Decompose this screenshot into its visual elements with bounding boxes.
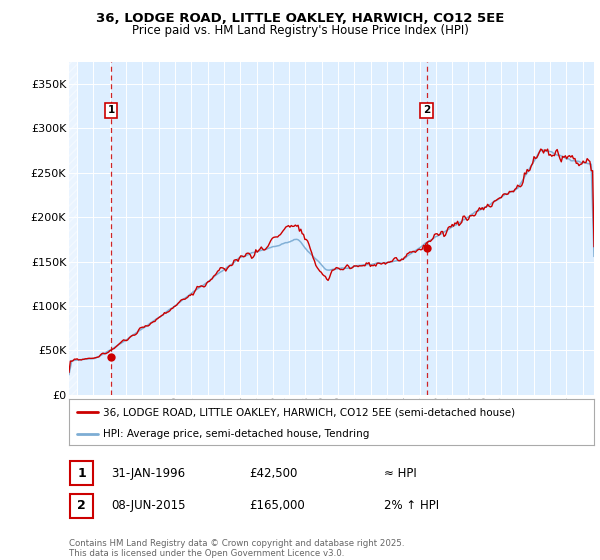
Text: 2: 2 <box>423 105 430 115</box>
Text: HPI: Average price, semi-detached house, Tendring: HPI: Average price, semi-detached house,… <box>103 429 370 438</box>
Text: 1: 1 <box>77 466 86 480</box>
Text: ≈ HPI: ≈ HPI <box>384 466 417 480</box>
Text: Price paid vs. HM Land Registry's House Price Index (HPI): Price paid vs. HM Land Registry's House … <box>131 24 469 36</box>
Text: 31-JAN-1996: 31-JAN-1996 <box>111 466 185 480</box>
FancyBboxPatch shape <box>70 461 93 486</box>
Text: 2: 2 <box>77 499 86 512</box>
Text: £165,000: £165,000 <box>249 499 305 512</box>
Text: 36, LODGE ROAD, LITTLE OAKLEY, HARWICH, CO12 5EE: 36, LODGE ROAD, LITTLE OAKLEY, HARWICH, … <box>96 12 504 25</box>
Text: £42,500: £42,500 <box>249 466 298 480</box>
Text: 1: 1 <box>107 105 115 115</box>
Text: 36, LODGE ROAD, LITTLE OAKLEY, HARWICH, CO12 5EE (semi-detached house): 36, LODGE ROAD, LITTLE OAKLEY, HARWICH, … <box>103 407 515 417</box>
FancyBboxPatch shape <box>70 493 93 518</box>
Text: 2% ↑ HPI: 2% ↑ HPI <box>384 499 439 512</box>
Text: Contains HM Land Registry data © Crown copyright and database right 2025.
This d: Contains HM Land Registry data © Crown c… <box>69 539 404 558</box>
Text: 08-JUN-2015: 08-JUN-2015 <box>111 499 185 512</box>
